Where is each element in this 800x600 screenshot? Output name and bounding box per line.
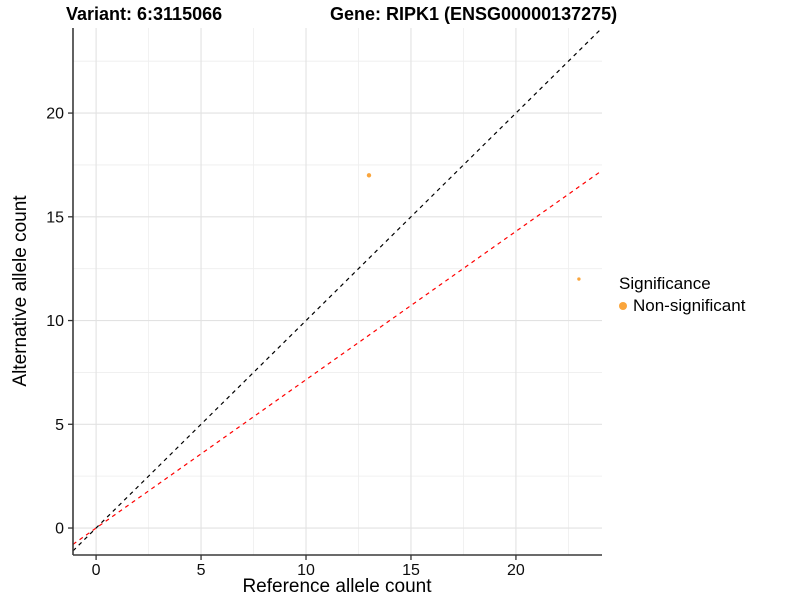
x-tick-label: 10 [297, 562, 315, 579]
allelic-ratio-line [72, 170, 603, 545]
x-tick-label: 5 [197, 562, 206, 579]
y-tick-label: 5 [55, 417, 64, 434]
legend-title: Significance [619, 274, 711, 293]
y-tick-label: 10 [46, 313, 64, 330]
legend-item-non-significant: Non-significant [619, 296, 745, 315]
y-axis-title: Alternative allele count [10, 195, 31, 387]
data-point [366, 173, 372, 178]
gene-title: Gene: RIPK1 (ENSG00000137275) [330, 4, 618, 24]
x-axis-title: Reference allele count [242, 576, 432, 597]
point-icon [619, 301, 627, 310]
identity-line [72, 27, 603, 552]
x-tick-label: 0 [92, 562, 101, 579]
y-tick-label: 20 [46, 106, 64, 123]
y-tick-label: 15 [46, 209, 64, 226]
variant-title: Variant: 6:3115066 [66, 4, 223, 24]
data-point [577, 277, 581, 281]
y-tick-label: 0 [55, 521, 64, 538]
x-tick-label: 15 [402, 562, 420, 579]
x-tick-label: 20 [507, 562, 525, 579]
legend: Significance Non-significant [619, 274, 745, 315]
legend-label: Non-significant [633, 296, 746, 315]
